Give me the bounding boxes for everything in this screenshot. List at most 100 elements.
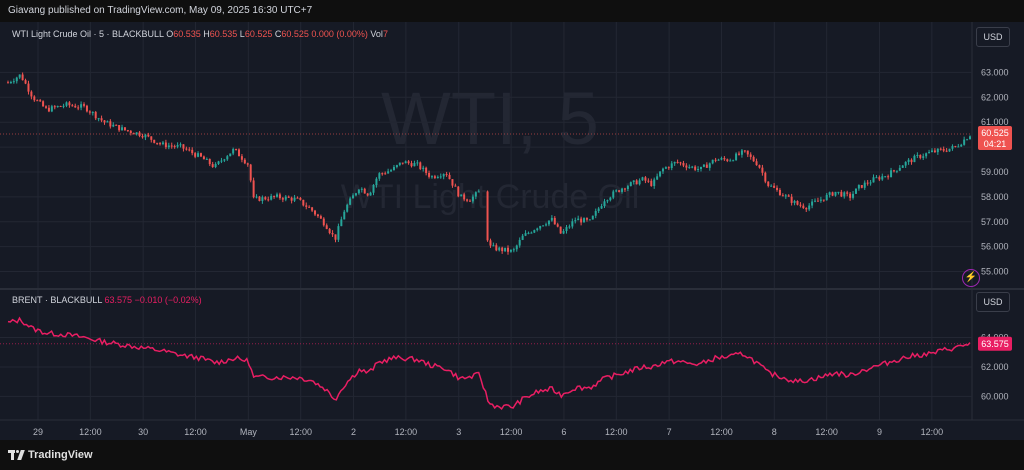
candle-body xyxy=(387,171,390,174)
candle-body xyxy=(571,221,574,227)
candle-body xyxy=(697,168,700,170)
candle-body xyxy=(129,130,132,134)
candle-body xyxy=(15,77,18,82)
candle-body xyxy=(30,91,33,97)
candle-body xyxy=(501,247,504,252)
candle-body xyxy=(498,247,501,251)
candle-body xyxy=(357,189,360,194)
candle-body xyxy=(56,106,59,108)
candle-body xyxy=(957,146,960,148)
top-legend[interactable]: WTI Light Crude Oil · 5 · BLACKBULL O60.… xyxy=(12,29,388,39)
legend-o-label: O xyxy=(166,29,173,39)
candle-body xyxy=(705,164,708,168)
candle-body xyxy=(816,200,819,202)
candle-body xyxy=(276,194,279,197)
candle-body xyxy=(568,226,571,228)
chart-canvas[interactable]: 29 12:00 30 12:00 May 12:00 2 12:00 3 12:00 6 12:00… xyxy=(0,22,1024,440)
candle-body xyxy=(594,211,597,216)
x-tick-label: 7 xyxy=(667,427,672,437)
candle-body xyxy=(319,216,322,219)
tradingview-logo[interactable]: TradingView xyxy=(8,449,93,461)
candle-body xyxy=(85,105,88,112)
brand-name: TradingView xyxy=(28,449,93,461)
candle-body xyxy=(878,177,881,180)
candle-body xyxy=(232,148,235,154)
candle-body xyxy=(50,106,53,112)
candle-body xyxy=(188,149,191,151)
candle-body xyxy=(439,176,442,178)
candle-body xyxy=(951,146,954,149)
candle-body xyxy=(413,162,416,167)
candle-body xyxy=(717,159,720,161)
candle-body xyxy=(793,200,796,203)
x-tick-label: 12:00 xyxy=(710,427,733,437)
candle-body xyxy=(59,106,62,108)
candle-body xyxy=(407,161,410,164)
candle-body xyxy=(670,163,673,169)
candle-body xyxy=(220,160,223,162)
candle-body xyxy=(831,192,834,196)
chart-container[interactable]: 29 12:00 30 12:00 May 12:00 2 12:00 3 12:00 6 12:00… xyxy=(0,22,1024,440)
candle-body xyxy=(647,180,650,182)
candle-body xyxy=(167,145,170,148)
candle-body xyxy=(691,166,694,168)
candle-body xyxy=(375,178,378,186)
candle-body xyxy=(430,176,433,178)
lightning-icon[interactable]: ⚡ xyxy=(962,269,980,287)
candle-body xyxy=(919,155,922,158)
candle-body xyxy=(243,159,246,164)
candle-body xyxy=(123,127,126,131)
candle-body xyxy=(626,186,629,190)
y-tick-label: 57.000 xyxy=(981,217,1009,227)
candle-body xyxy=(530,232,533,234)
brent-line xyxy=(7,316,971,411)
candle-body xyxy=(822,199,825,201)
candle-body xyxy=(770,185,773,187)
candle-body xyxy=(819,199,822,201)
candle-body xyxy=(97,118,100,120)
candle-body xyxy=(834,191,837,196)
bottom-currency-button[interactable]: USD xyxy=(976,292,1010,312)
candle-body xyxy=(837,191,840,193)
candle-body xyxy=(42,101,45,107)
candle-body xyxy=(235,148,238,150)
candle-body xyxy=(445,174,448,176)
candle-body xyxy=(802,205,805,208)
candle-body xyxy=(214,163,217,167)
candle-body xyxy=(863,182,866,188)
candle-body xyxy=(141,135,144,138)
candle-body xyxy=(88,111,91,113)
bottom-legend[interactable]: BRENT · BLACKBULL 63.575 −0.010 (−0.02%) xyxy=(12,295,202,305)
candle-body xyxy=(846,192,849,194)
candle-body xyxy=(477,191,480,193)
candle-body xyxy=(948,148,951,152)
candle-body xyxy=(890,170,893,178)
candle-body xyxy=(150,136,153,140)
candle-body xyxy=(466,199,469,201)
candle-body xyxy=(261,197,264,201)
candle-body xyxy=(539,226,542,229)
candle-body xyxy=(442,174,445,177)
candle-body xyxy=(334,234,337,240)
watermark-large: WTI, 5 xyxy=(381,77,599,160)
candle-body xyxy=(618,190,621,192)
candle-body xyxy=(729,160,732,162)
candle-body xyxy=(305,205,308,207)
candle-body xyxy=(776,187,779,190)
candle-body xyxy=(390,170,393,172)
candle-body xyxy=(960,144,963,147)
top-currency-button[interactable]: USD xyxy=(976,27,1010,47)
candle-body xyxy=(732,160,735,162)
candle-body xyxy=(369,192,372,196)
candle-body xyxy=(533,230,536,233)
candle-body xyxy=(325,225,328,229)
candle-body xyxy=(629,182,632,187)
candle-body xyxy=(112,124,115,127)
candle-body xyxy=(164,142,167,148)
candle-body xyxy=(237,149,240,157)
candle-body xyxy=(331,233,334,235)
candle-body xyxy=(264,197,267,200)
candle-body xyxy=(33,96,36,101)
candle-body xyxy=(349,198,352,205)
brent-price-tag xyxy=(978,336,1012,351)
